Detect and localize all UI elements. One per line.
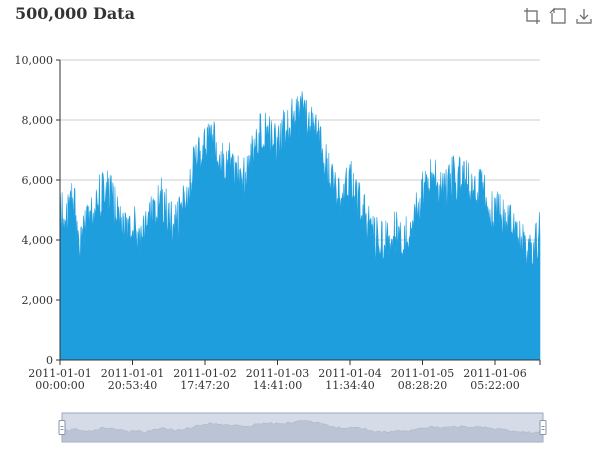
toolbox	[522, 6, 594, 26]
x-tick-label: 2011-01-01	[28, 367, 91, 380]
x-tick-label: 2011-01-04	[318, 367, 381, 380]
y-tick-label: 4,000	[22, 234, 54, 247]
x-tick-label: 20:53:40	[108, 379, 157, 392]
download-icon[interactable]	[574, 6, 594, 26]
zoom-area-icon[interactable]	[522, 6, 542, 26]
x-tick-label: 00:00:00	[35, 379, 84, 392]
series-area	[59, 91, 541, 361]
x-tick-label: 2011-01-05	[391, 367, 454, 380]
y-tick-label: 8,000	[22, 114, 54, 127]
x-tick-label: 2011-01-03	[246, 367, 309, 380]
y-tick-label: 10,000	[15, 54, 54, 67]
zoom-reset-icon[interactable]	[548, 6, 568, 26]
x-tick-label: 05:22:00	[470, 379, 519, 392]
y-tick-label: 2,000	[22, 294, 54, 307]
x-tick-label: 2011-01-06	[463, 367, 526, 380]
x-tick-label: 11:34:40	[325, 379, 374, 392]
x-tick-label: 2011-01-01	[101, 367, 164, 380]
y-tick-label: 0	[46, 354, 53, 367]
x-tick-label: 17:47:20	[180, 379, 229, 392]
zoom-handle-right[interactable]	[539, 420, 547, 435]
x-tick-label: 14:41:00	[253, 379, 302, 392]
zoom-handle-left[interactable]	[58, 420, 66, 435]
x-tick-label: 08:28:20	[398, 379, 447, 392]
zoom-slider-preview	[61, 420, 544, 443]
y-tick-label: 6,000	[22, 174, 54, 187]
x-tick-label: 2011-01-02	[173, 367, 236, 380]
chart-title: 500,000 Data	[15, 4, 135, 23]
